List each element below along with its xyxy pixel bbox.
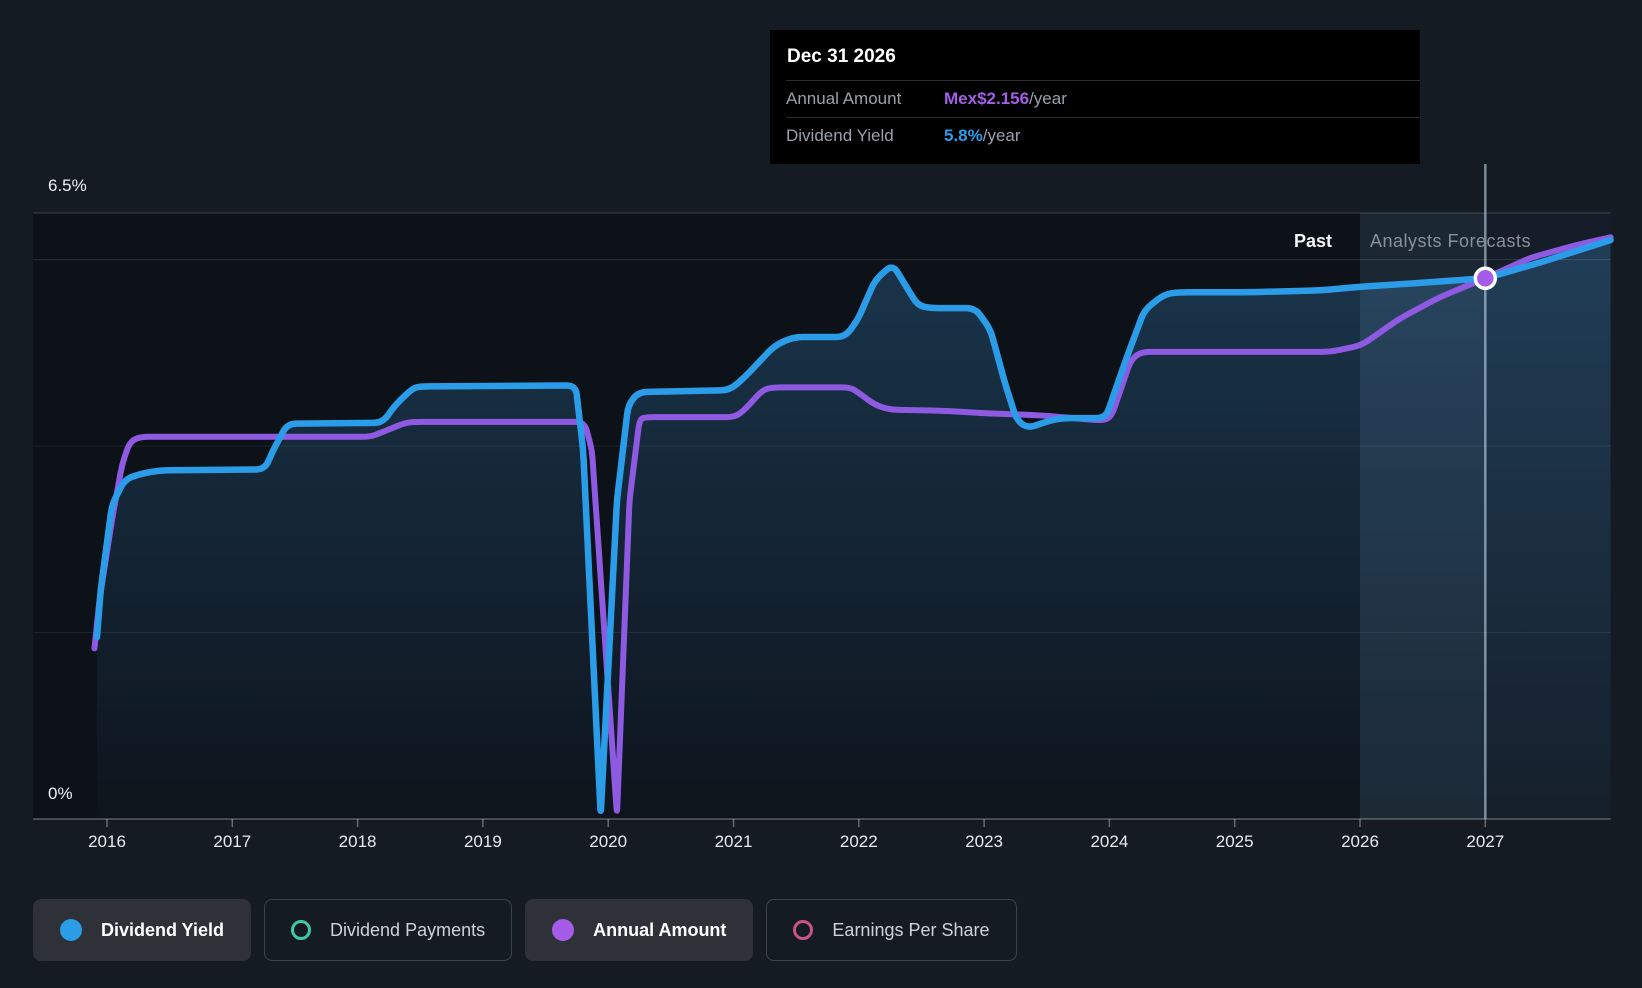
forecast-region-label: Analysts Forecasts [1370,231,1532,251]
legend-label-annual-amount: Annual Amount [593,919,727,940]
legend-label-dividend-yield: Dividend Yield [101,919,225,940]
dividend-yield-area [96,240,1611,820]
legend-label-dividend-payments: Dividend Payments [330,919,486,940]
x-axis-label-2024: 2024 [1090,832,1129,851]
legend-item-dividend-yield[interactable]: Dividend Yield [33,899,252,961]
legend-item-earnings-per-share[interactable]: Earnings Per Share [766,899,1017,961]
x-axis-label-2023: 2023 [965,832,1003,851]
y-axis-label-zero: 0% [48,784,73,803]
forecast-hover-band [1360,213,1486,819]
tooltip-dividend-yield-suffix: /year [982,126,1021,145]
tooltip-dividend-yield-value: 5.8% [944,126,983,145]
x-axis-label-2020: 2020 [589,832,628,851]
dividend-payments-ring-icon [291,920,312,940]
past-region-label: Past [1293,231,1332,251]
highlight-marker-dot [1473,266,1498,291]
tooltip-row-dividend-yield: Dividend Yield 5.8% /year [786,117,1420,154]
legend-item-dividend-payments[interactable]: Dividend Payments [264,899,513,961]
x-axis-label-2026: 2026 [1341,832,1379,851]
annual-amount-line [91,234,1614,814]
dividend-yield-dot-icon [60,919,82,941]
x-axis-label-2025: 2025 [1215,832,1254,851]
x-axis-label-2019: 2019 [463,832,502,851]
x-axis-label-2016: 2016 [88,832,126,851]
tooltip-dividend-yield-label: Dividend Yield [786,126,894,145]
chart-tooltip: Dec 31 2026 Annual Amount Mex$2.156 /yea… [770,30,1420,164]
legend-label-earnings-per-share: Earnings Per Share [832,919,990,940]
legend-item-annual-amount[interactable]: Annual Amount [525,899,754,961]
tooltip-annual-amount-suffix: /year [1029,89,1067,108]
x-axis-label-2021: 2021 [714,832,753,851]
tooltip-annual-amount-value: Mex$2.156 [944,89,1030,108]
x-axis-label-2022: 2022 [839,832,878,851]
dividend-yield-line [93,236,1614,815]
y-axis-label-max: 6.5% [48,176,87,195]
earnings-per-share-ring-icon [793,920,814,940]
chart-legend: Dividend Yield Dividend Payments Annual … [33,899,1017,961]
tooltip-date: Dec 31 2026 [787,46,896,67]
tooltip-row-annual-amount: Annual Amount Mex$2.156 /year [786,80,1420,117]
tooltip-annual-amount-label: Annual Amount [786,89,902,108]
annual-amount-dot-icon [552,919,575,941]
x-axis-label-2017: 2017 [213,832,252,851]
x-axis-label-2018: 2018 [338,832,377,851]
x-axis-label-2027: 2027 [1466,832,1505,851]
